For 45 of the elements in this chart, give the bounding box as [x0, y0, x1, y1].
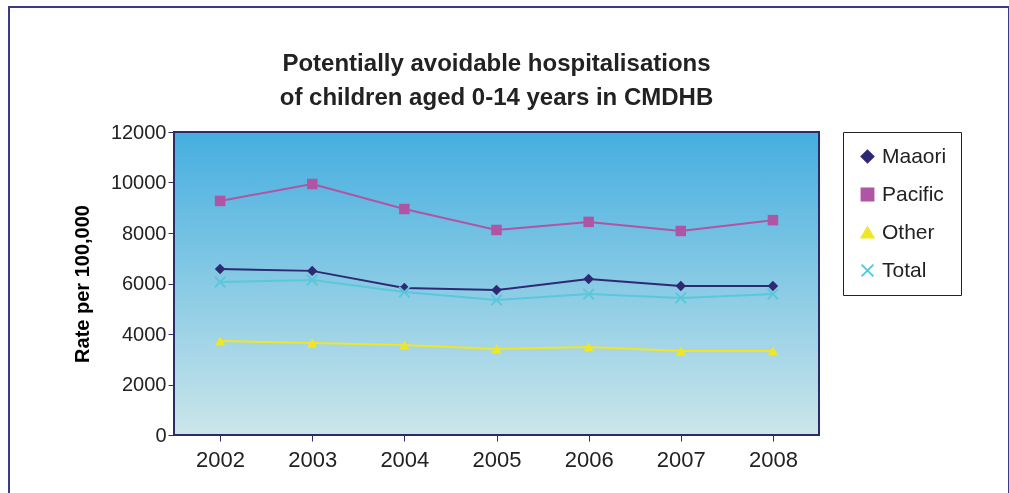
- point: [491, 284, 502, 296]
- point: [305, 273, 319, 287]
- point: [583, 273, 594, 285]
- y-tick-label: 0: [155, 423, 167, 446]
- point: [766, 287, 780, 301]
- x-tick-label: 2007: [656, 446, 706, 472]
- point: [491, 344, 502, 354]
- y-axis-title: Rate per 100,000: [70, 205, 93, 363]
- point: [767, 280, 779, 292]
- point: [490, 293, 503, 307]
- point: [767, 346, 779, 356]
- point: [583, 342, 594, 352]
- chart-title: Potentially avoidable hospitalisations of children aged 0-14 years in CMDHB: [279, 49, 714, 110]
- y-tick-label: 4000: [122, 322, 167, 345]
- point: [675, 225, 687, 237]
- y-tick-label: 12000: [110, 120, 167, 143]
- y-tick-label: 8000: [122, 221, 167, 244]
- point: [306, 178, 318, 190]
- point: [674, 291, 688, 305]
- point: [214, 195, 226, 207]
- legend-label: Pacific: [882, 181, 944, 205]
- x-tick-label: 2004: [380, 446, 430, 472]
- point: [398, 285, 411, 299]
- point: [582, 287, 595, 301]
- point: [583, 216, 594, 228]
- point: [214, 263, 226, 275]
- x-tick-label: 2005: [472, 446, 522, 472]
- point: [767, 214, 779, 226]
- x-tick-label: 2002: [196, 446, 246, 472]
- x-tick-label: 2008: [748, 446, 798, 472]
- point: [306, 265, 318, 277]
- y-tick-label: 10000: [110, 171, 167, 193]
- legend-label: Maaori: [882, 143, 947, 167]
- point: [306, 338, 318, 348]
- point: [399, 203, 410, 215]
- legend-label: Other: [882, 219, 935, 243]
- point: [491, 224, 502, 236]
- point: [399, 340, 410, 350]
- x-tick-label: 2003: [288, 446, 338, 472]
- y-tick-label: 2000: [122, 373, 167, 395]
- x-tick-label: 2006: [564, 446, 614, 472]
- legend-label: Total: [882, 257, 927, 281]
- point: [214, 336, 226, 346]
- y-tick-label: 6000: [122, 272, 167, 294]
- point: [213, 275, 227, 289]
